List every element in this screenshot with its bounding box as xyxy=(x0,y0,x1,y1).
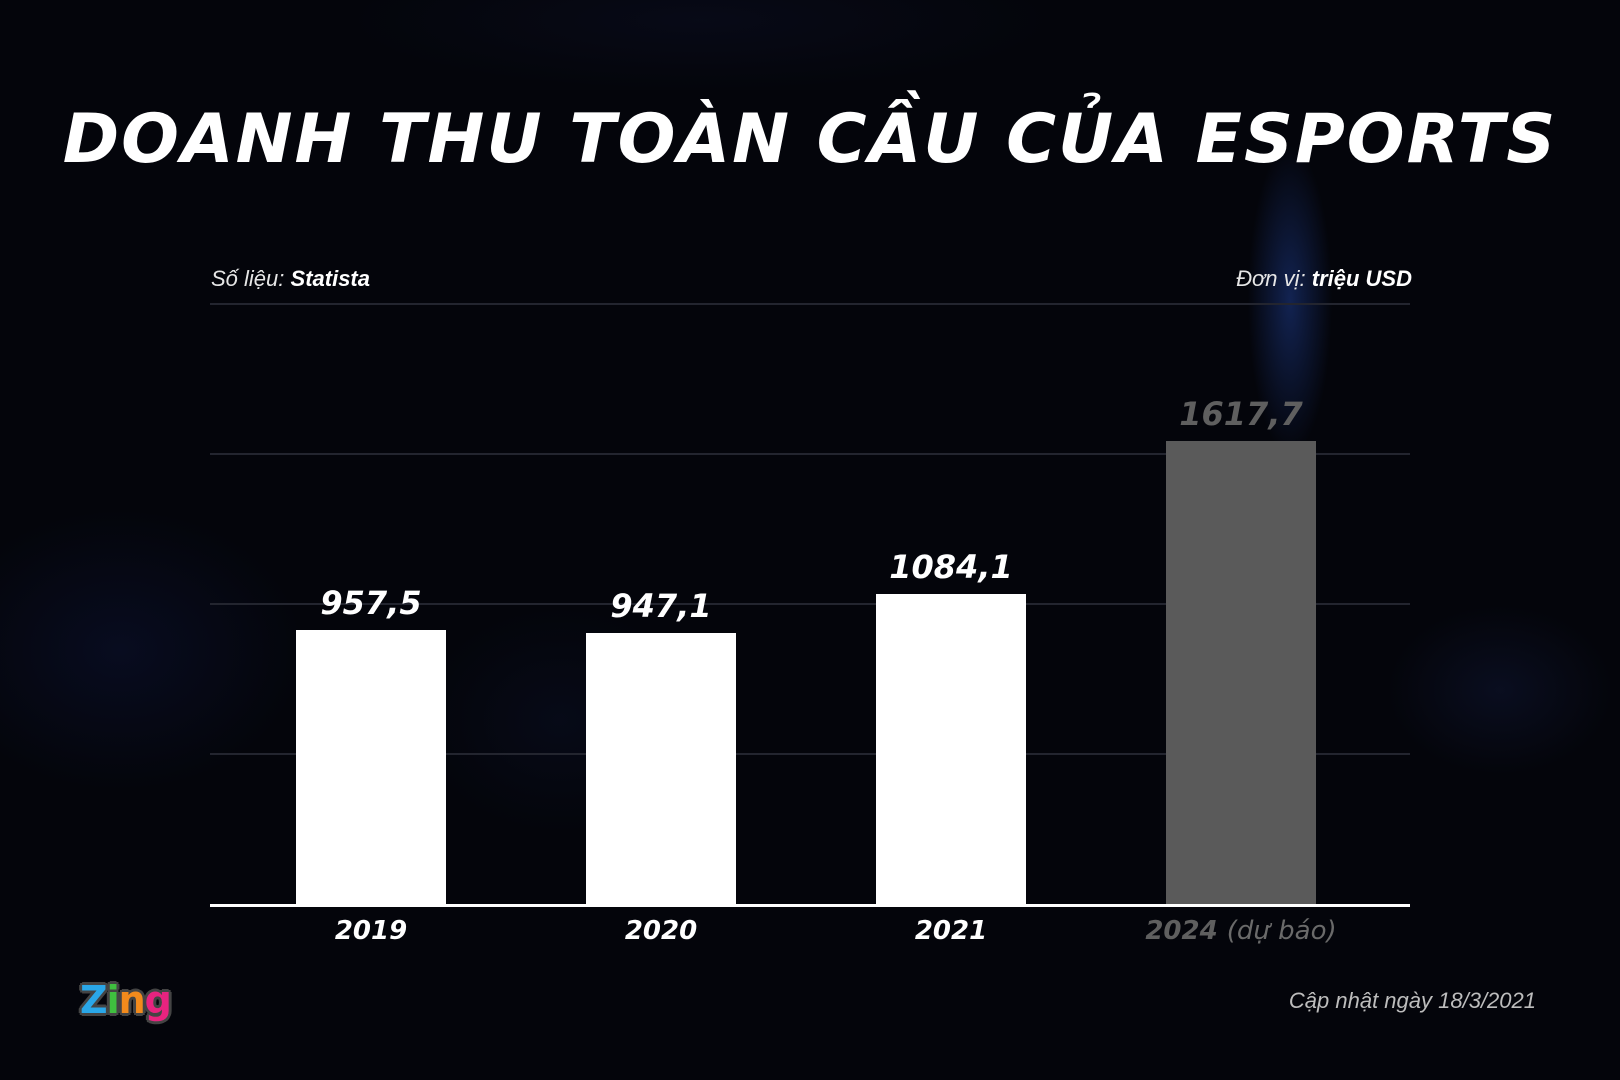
x-label-year: 2020 xyxy=(624,916,698,946)
unit-label: Đơn vị: xyxy=(1236,266,1306,291)
source-note: Số liệu: Statista xyxy=(211,266,370,292)
x-label-2024: 2024 (dự báo) xyxy=(1091,916,1391,946)
gridline xyxy=(210,453,1410,455)
x-label-year: 2024 xyxy=(1145,916,1218,946)
x-label-2020: 2020 xyxy=(511,916,811,946)
logo-letter: g xyxy=(144,978,172,1022)
unit-value: triệu USD xyxy=(1311,266,1412,291)
source-value: Statista xyxy=(290,266,370,291)
x-label-year: 2021 xyxy=(914,916,988,946)
bar-value-label: 957,5 xyxy=(320,584,422,622)
x-label-note: (dự báo) xyxy=(1226,916,1337,946)
gridline xyxy=(210,753,1410,755)
logo-letter: n xyxy=(118,978,146,1022)
bar-2024 xyxy=(1166,441,1316,904)
x-axis-line xyxy=(210,904,1410,907)
chart-title: DOANH THU TOÀN CẦU CỦA ESPORTS xyxy=(62,100,1558,179)
bar-value-label: 1084,1 xyxy=(889,548,1013,586)
bar-2020 xyxy=(586,633,736,904)
gridline xyxy=(210,603,1410,605)
source-label: Số liệu: xyxy=(211,266,285,291)
x-label-2019: 2019 xyxy=(221,916,521,946)
zing-logo: Zing xyxy=(80,978,172,1022)
unit-note: Đơn vị: triệu USD xyxy=(1236,266,1412,292)
logo-letter: Z xyxy=(80,978,108,1022)
bar-2019 xyxy=(296,630,446,904)
logo-letter: i xyxy=(106,978,120,1022)
bar-value-label: 947,1 xyxy=(610,587,712,625)
updated-date: Cập nhật ngày 18/3/2021 xyxy=(1288,988,1536,1013)
bar-2021 xyxy=(876,594,1026,904)
x-label-2021: 2021 xyxy=(801,916,1101,946)
bar-value-label: 1617,7 xyxy=(1179,395,1303,433)
gridline xyxy=(210,303,1410,305)
x-label-year: 2019 xyxy=(334,916,408,946)
